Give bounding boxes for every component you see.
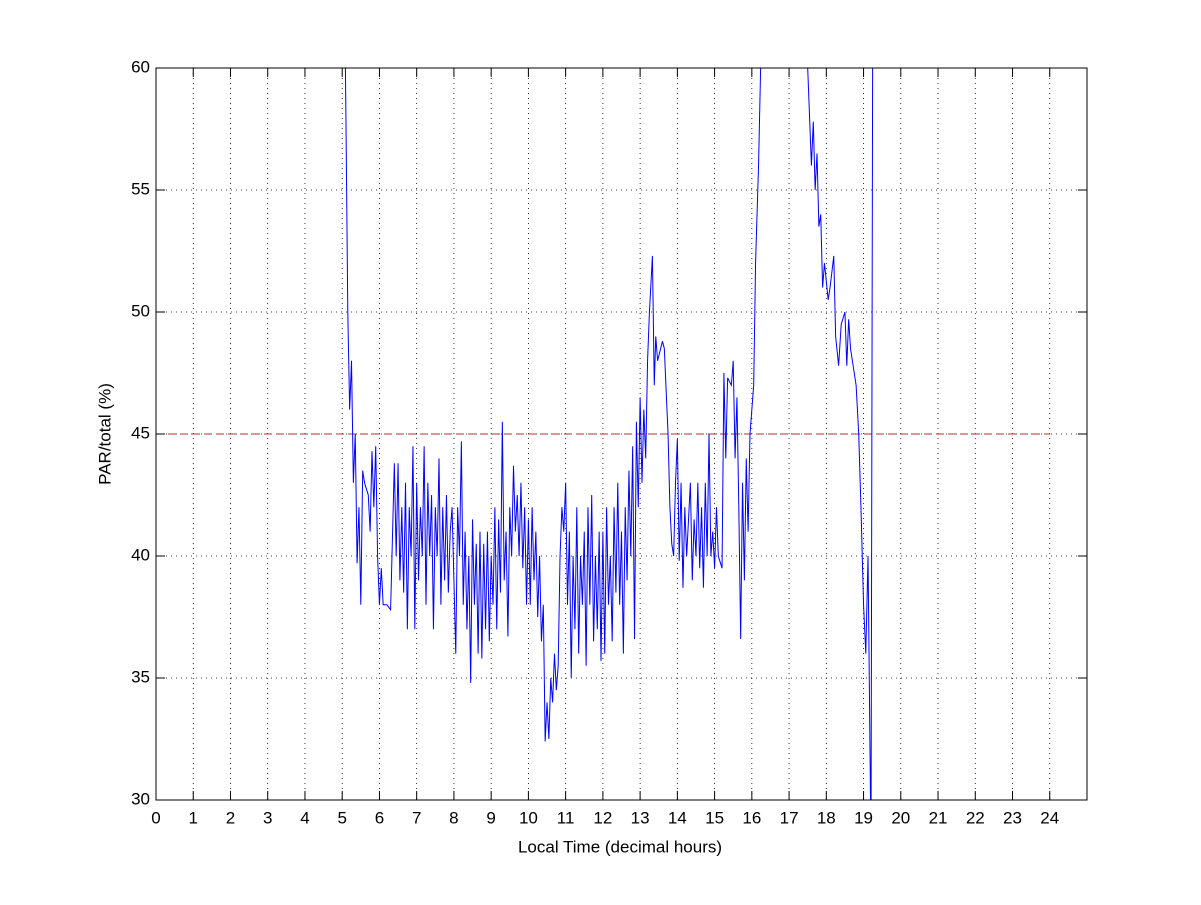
x-tick-label: 20 [891, 808, 910, 827]
x-tick-label: 22 [966, 808, 985, 827]
plot-area [156, 68, 1050, 800]
x-tick-label: 24 [1040, 808, 1059, 827]
y-tick-label: 35 [131, 667, 150, 686]
x-tick-label: 13 [631, 808, 650, 827]
x-tick-label: 17 [780, 808, 799, 827]
x-tick-label: 4 [300, 808, 309, 827]
data-line [344, 68, 874, 800]
y-tick-label: 50 [131, 301, 150, 320]
x-tick-label: 3 [263, 808, 272, 827]
x-axis-label: Local Time (decimal hours) [518, 837, 722, 856]
x-tick-label: 19 [854, 808, 873, 827]
x-tick-label: 1 [189, 808, 198, 827]
x-tick-label: 15 [705, 808, 724, 827]
y-tick-label: 45 [131, 423, 150, 442]
x-tick-label: 10 [519, 808, 538, 827]
y-tick-label: 30 [131, 789, 150, 808]
x-tick-label: 12 [593, 808, 612, 827]
x-tick-label: 0 [151, 808, 160, 827]
y-axis-label: PAR/total (%) [95, 383, 114, 485]
ticks: 0 1 2 3 4 5 6 7 8 9 10 11 12 13 14 15 16 17 18 19 20 21 22 23 24… [131, 57, 1087, 827]
x-tick-label: 9 [486, 808, 495, 827]
x-tick-label: 8 [449, 808, 458, 827]
y-tick-label: 60 [131, 57, 150, 76]
x-tick-label: 2 [226, 808, 235, 827]
x-tick-label: 11 [557, 808, 575, 827]
x-tick-label: 21 [929, 808, 948, 827]
x-tick-label: 16 [742, 808, 761, 827]
x-tick-label: 14 [668, 808, 687, 827]
y-tick-label: 40 [131, 545, 150, 564]
x-tick-label: 7 [412, 808, 421, 827]
x-tick-label: 5 [337, 808, 346, 827]
x-tick-label: 18 [817, 808, 836, 827]
x-tick-label: 23 [1003, 808, 1022, 827]
y-tick-label: 55 [131, 179, 150, 198]
x-tick-label: 6 [375, 808, 384, 827]
